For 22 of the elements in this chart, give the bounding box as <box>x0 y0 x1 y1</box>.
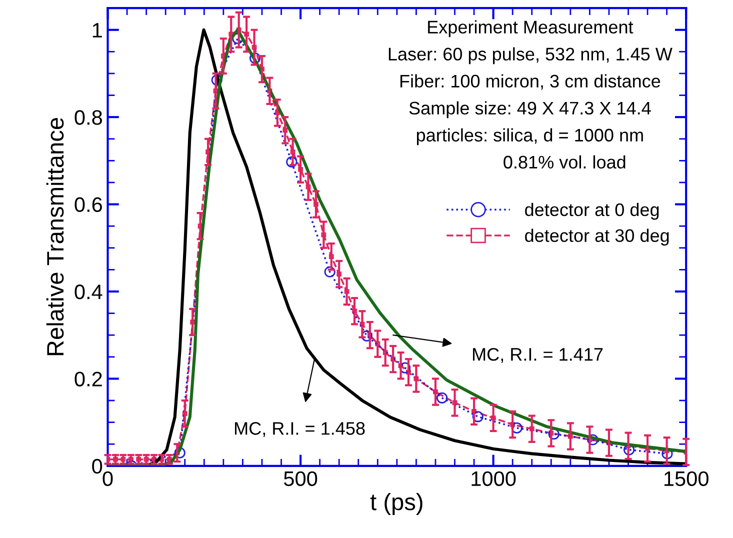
x-tick-label: 0 <box>102 471 113 486</box>
y-tick-label: 0.8 <box>74 110 102 125</box>
annotation: MC, R.I. = 1.417 <box>473 348 603 363</box>
y-axis-title: Relative Transmittance <box>46 118 64 356</box>
annotation: Fiber: 100 micron, 3 cm distance <box>400 74 660 90</box>
annotation: 0.81% vol. load <box>504 155 626 169</box>
annotation: MC, R.I. = 1.458 <box>235 422 365 437</box>
y-tick-label: 1 <box>92 23 102 38</box>
legend-label: detector at 0 deg <box>525 202 659 220</box>
annotation: Laser: 60 ps pulse, 532 nm, 1.45 W <box>388 47 672 64</box>
legend-label: detector at 30 deg <box>525 228 669 246</box>
y-tick-label: 0.4 <box>74 284 102 300</box>
annotation: Sample size: 49 X 47.3 X 14.4 <box>409 101 651 118</box>
y-tick-label: 0.2 <box>74 372 102 386</box>
x-tick-label: 1500 <box>664 471 708 486</box>
x-tick-label: 1000 <box>472 471 516 486</box>
annotation: Experiment Measurement <box>428 20 634 38</box>
y-tick-label: 0.6 <box>74 197 102 212</box>
x-tick-label: 500 <box>284 471 318 486</box>
x-axis-title: t (ps) <box>370 492 422 515</box>
annotation: particles: silica, d = 1000 nm <box>416 128 643 146</box>
y-tick-label: 0 <box>92 458 102 474</box>
